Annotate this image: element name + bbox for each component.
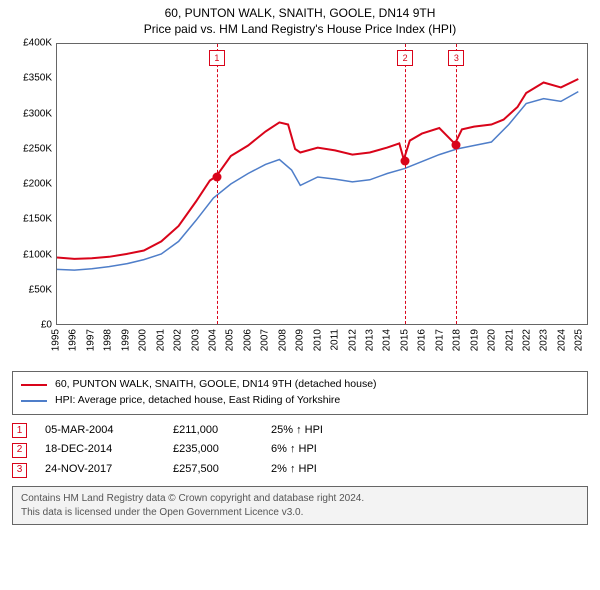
- x-tick-label: 2013: [364, 329, 375, 351]
- y-tick-label: £400K: [23, 38, 52, 49]
- legend-item: 60, PUNTON WALK, SNAITH, GOOLE, DN14 9TH…: [21, 377, 579, 393]
- x-tick-label: 2014: [382, 329, 393, 351]
- sale-price: £257,500: [173, 460, 253, 480]
- x-tick-label: 2011: [330, 329, 341, 351]
- x-tick-label: 2019: [469, 329, 480, 351]
- sale-dot: [401, 156, 410, 165]
- x-tick-label: 2002: [173, 329, 184, 351]
- legend-label: 60, PUNTON WALK, SNAITH, GOOLE, DN14 9TH…: [55, 377, 377, 393]
- x-tick-label: 1995: [51, 329, 62, 351]
- x-tick-label: 2003: [190, 329, 201, 351]
- sale-date: 24-NOV-2017: [45, 460, 155, 480]
- footer-line-2: This data is licensed under the Open Gov…: [21, 506, 579, 520]
- x-tick-label: 2005: [225, 329, 236, 351]
- figure-container: 60, PUNTON WALK, SNAITH, GOOLE, DN14 9TH…: [0, 0, 600, 590]
- y-tick-label: £200K: [23, 179, 52, 190]
- sale-dot: [452, 140, 461, 149]
- sale-date: 18-DEC-2014: [45, 440, 155, 460]
- sale-row-marker: 2: [12, 443, 27, 458]
- x-tick-label: 2022: [521, 329, 532, 351]
- legend-box: 60, PUNTON WALK, SNAITH, GOOLE, DN14 9TH…: [12, 371, 588, 415]
- x-tick-label: 2006: [242, 329, 253, 351]
- legend-item: HPI: Average price, detached house, East…: [21, 393, 579, 409]
- sale-vline: [405, 44, 406, 324]
- y-tick-label: £250K: [23, 143, 52, 154]
- footer-line-1: Contains HM Land Registry data © Crown c…: [21, 492, 579, 506]
- x-tick-label: 1997: [85, 329, 96, 351]
- x-tick-label: 2020: [487, 329, 498, 351]
- x-tick-label: 2007: [260, 329, 271, 351]
- sale-vline-marker: 2: [397, 50, 413, 66]
- plot-region: 1 2 3: [56, 43, 588, 325]
- y-axis: £0£50K£100K£150K£200K£250K£300K£350K£400…: [12, 43, 56, 325]
- y-tick-label: £50K: [29, 284, 52, 295]
- x-tick-label: 2000: [138, 329, 149, 351]
- legend-swatch: [21, 400, 47, 402]
- x-tick-label: 2021: [504, 329, 515, 351]
- y-tick-label: £100K: [23, 249, 52, 260]
- x-tick-label: 2008: [277, 329, 288, 351]
- footer-attribution: Contains HM Land Registry data © Crown c…: [12, 486, 588, 525]
- series-line: [57, 92, 578, 271]
- sale-row: 2 18-DEC-2014 £235,000 6% ↑ HPI: [12, 440, 588, 460]
- x-axis: 1995199619971998199920002001200220032004…: [56, 327, 588, 361]
- line-chart-svg: [57, 44, 587, 324]
- x-tick-label: 2017: [434, 329, 445, 351]
- sale-date: 05-MAR-2004: [45, 421, 155, 441]
- sale-row-marker: 1: [12, 423, 27, 438]
- x-tick-label: 2004: [207, 329, 218, 351]
- x-tick-label: 1999: [120, 329, 131, 351]
- x-tick-label: 1998: [103, 329, 114, 351]
- title-line-1: 60, PUNTON WALK, SNAITH, GOOLE, DN14 9TH: [12, 6, 588, 22]
- sale-pct-vs-hpi: 25% ↑ HPI: [271, 421, 361, 441]
- sale-pct-vs-hpi: 2% ↑ HPI: [271, 460, 361, 480]
- sale-dot: [212, 173, 221, 182]
- sale-pct-vs-hpi: 6% ↑ HPI: [271, 440, 361, 460]
- series-line: [57, 79, 578, 259]
- x-tick-label: 2009: [295, 329, 306, 351]
- title-block: 60, PUNTON WALK, SNAITH, GOOLE, DN14 9TH…: [12, 6, 588, 37]
- sale-row-marker: 3: [12, 463, 27, 478]
- x-tick-label: 2018: [452, 329, 463, 351]
- legend-swatch: [21, 384, 47, 386]
- sale-vline: [456, 44, 457, 324]
- sale-row: 3 24-NOV-2017 £257,500 2% ↑ HPI: [12, 460, 588, 480]
- x-tick-label: 2015: [399, 329, 410, 351]
- x-tick-label: 2024: [556, 329, 567, 351]
- x-tick-label: 1996: [68, 329, 79, 351]
- x-tick-label: 2025: [574, 329, 585, 351]
- sales-table: 1 05-MAR-2004 £211,000 25% ↑ HPI 2 18-DEC-201…: [12, 421, 588, 480]
- sale-vline: [217, 44, 218, 324]
- y-tick-label: £300K: [23, 108, 52, 119]
- x-tick-label: 2012: [347, 329, 358, 351]
- x-tick-label: 2016: [417, 329, 428, 351]
- chart-area: £0£50K£100K£150K£200K£250K£300K£350K£400…: [12, 43, 588, 363]
- title-line-2: Price paid vs. HM Land Registry's House …: [12, 22, 588, 38]
- sale-price: £211,000: [173, 421, 253, 441]
- x-tick-label: 2023: [539, 329, 550, 351]
- sale-vline-marker: 3: [448, 50, 464, 66]
- sale-price: £235,000: [173, 440, 253, 460]
- sale-row: 1 05-MAR-2004 £211,000 25% ↑ HPI: [12, 421, 588, 441]
- x-tick-label: 2010: [312, 329, 323, 351]
- y-tick-label: £350K: [23, 73, 52, 84]
- sale-vline-marker: 1: [209, 50, 225, 66]
- legend-label: HPI: Average price, detached house, East…: [55, 393, 340, 409]
- y-tick-label: £150K: [23, 214, 52, 225]
- x-tick-label: 2001: [155, 329, 166, 351]
